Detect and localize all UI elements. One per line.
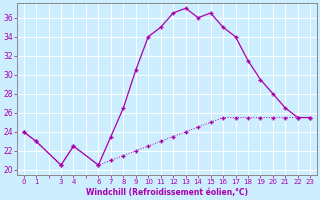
X-axis label: Windchill (Refroidissement éolien,°C): Windchill (Refroidissement éolien,°C) — [86, 188, 248, 197]
